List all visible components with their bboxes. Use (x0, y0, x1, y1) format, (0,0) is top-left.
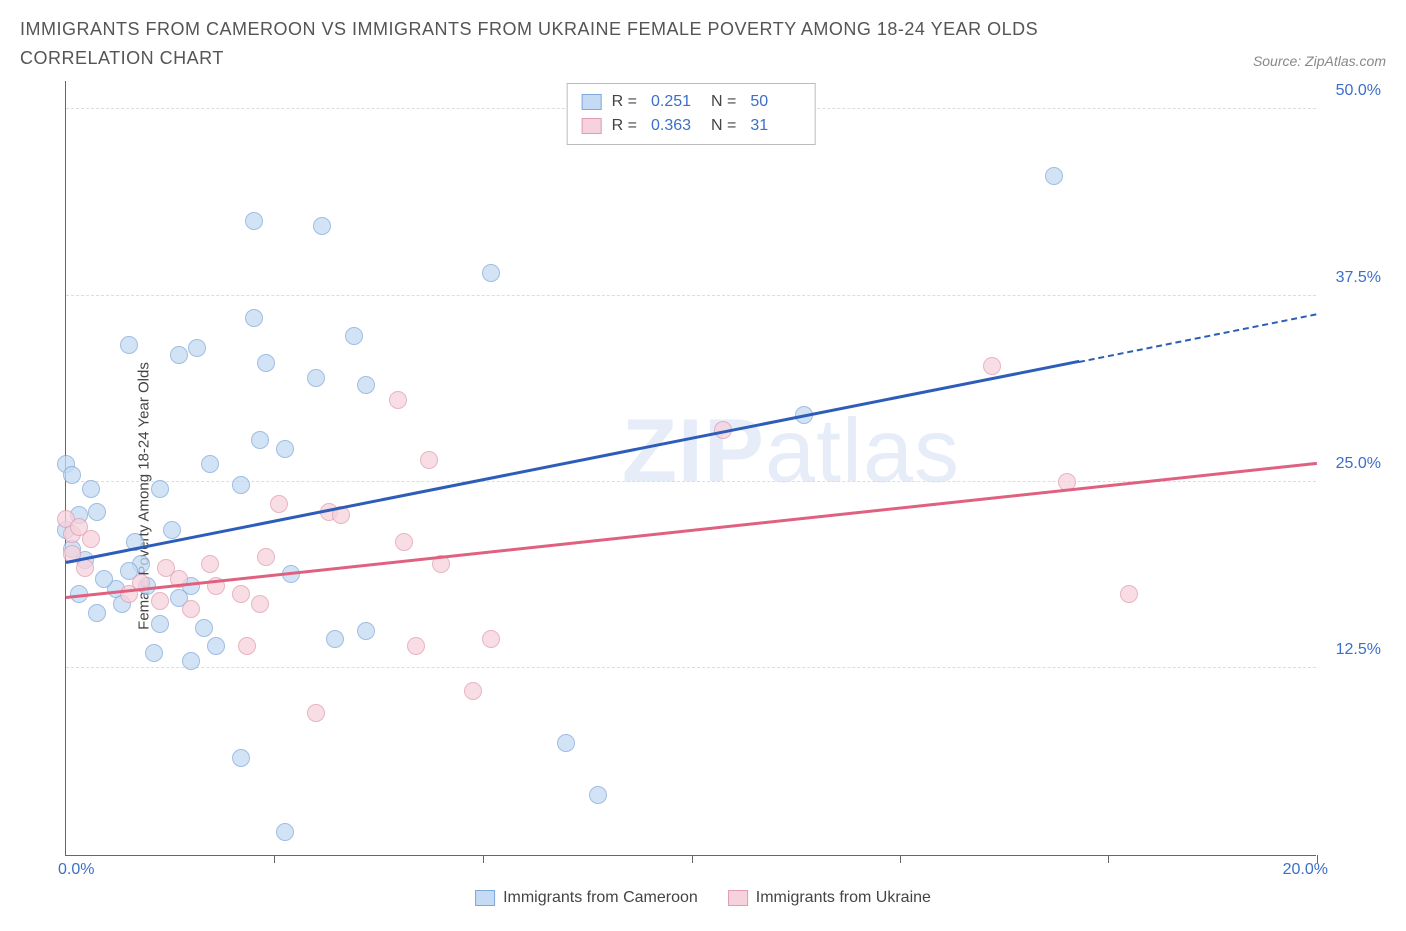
x-max-label: 20.0% (1283, 861, 1328, 879)
data-point-cameroon (88, 604, 106, 622)
data-point-cameroon (232, 476, 250, 494)
legend-item: Immigrants from Ukraine (728, 889, 931, 907)
data-point-ukraine (232, 585, 250, 603)
data-point-cameroon (257, 354, 275, 372)
data-point-ukraine (307, 704, 325, 722)
data-point-cameroon (82, 480, 100, 498)
stat-r-value: 0.251 (651, 90, 701, 114)
data-point-cameroon (151, 615, 169, 633)
data-point-cameroon (245, 212, 263, 230)
stat-r-label: R = (612, 90, 637, 114)
legend-stat-row: R = 0.251 N = 50 (582, 90, 801, 114)
data-point-cameroon (195, 619, 213, 637)
legend-swatch (728, 890, 748, 906)
y-tick-label: 25.0% (1336, 455, 1381, 473)
stat-n-value: 50 (750, 90, 800, 114)
y-tick-label: 50.0% (1336, 82, 1381, 100)
data-point-cameroon (170, 346, 188, 364)
y-tick-label: 12.5% (1336, 641, 1381, 659)
data-point-cameroon (482, 264, 500, 282)
data-point-ukraine (270, 495, 288, 513)
x-min-label: 0.0% (58, 861, 94, 879)
stat-n-label: N = (711, 90, 736, 114)
data-point-cameroon (357, 622, 375, 640)
data-point-ukraine (257, 548, 275, 566)
legend-stats: R = 0.251 N = 50 R = 0.363 N = 31 (567, 83, 816, 145)
data-point-cameroon (345, 327, 363, 345)
data-point-ukraine (389, 391, 407, 409)
data-point-cameroon (182, 652, 200, 670)
data-point-ukraine (407, 637, 425, 655)
data-point-cameroon (245, 309, 263, 327)
data-point-cameroon (251, 431, 269, 449)
legend-swatch (582, 94, 602, 110)
stat-r-value: 0.363 (651, 114, 701, 138)
data-point-cameroon (232, 749, 250, 767)
data-point-ukraine (482, 630, 500, 648)
gridline (66, 295, 1316, 296)
data-point-ukraine (1120, 585, 1138, 603)
data-point-cameroon (1045, 167, 1063, 185)
chart-title: IMMIGRANTS FROM CAMEROON VS IMMIGRANTS F… (20, 15, 1120, 73)
legend-label: Immigrants from Ukraine (756, 889, 931, 907)
chart-container: Female Poverty Among 18-24 Year Olds ZIP… (20, 81, 1386, 911)
chart-source: Source: ZipAtlas.com (1253, 53, 1386, 69)
legend-swatch (475, 890, 495, 906)
data-point-cameroon (95, 570, 113, 588)
data-point-cameroon (163, 521, 181, 539)
legend-item: Immigrants from Cameroon (475, 889, 698, 907)
legend-label: Immigrants from Cameroon (503, 889, 698, 907)
plot-area: ZIPatlas R =0.251N =50R =0.363N =31 12.5… (65, 81, 1316, 856)
gridline (66, 667, 1316, 668)
data-point-cameroon (276, 440, 294, 458)
stat-r-label: R = (612, 114, 637, 138)
x-tick (692, 855, 693, 863)
data-point-cameroon (313, 217, 331, 235)
data-point-ukraine (151, 592, 169, 610)
data-point-cameroon (589, 786, 607, 804)
x-tick (900, 855, 901, 863)
y-tick-label: 37.5% (1336, 269, 1381, 287)
data-point-cameroon (276, 823, 294, 841)
data-point-ukraine (395, 533, 413, 551)
data-point-ukraine (464, 682, 482, 700)
chart-header: IMMIGRANTS FROM CAMEROON VS IMMIGRANTS F… (20, 15, 1386, 73)
data-point-cameroon (145, 644, 163, 662)
data-point-ukraine (201, 555, 219, 573)
data-point-cameroon (63, 466, 81, 484)
trend-line-dashed (1079, 313, 1317, 363)
data-point-cameroon (307, 369, 325, 387)
legend-swatch (582, 118, 602, 134)
legend-stat-row: R = 0.363 N = 31 (582, 114, 801, 138)
data-point-ukraine (251, 595, 269, 613)
data-point-cameroon (151, 480, 169, 498)
stat-n-label: N = (711, 114, 736, 138)
data-point-cameroon (326, 630, 344, 648)
stat-n-value: 31 (750, 114, 800, 138)
data-point-ukraine (182, 600, 200, 618)
data-point-ukraine (983, 357, 1001, 375)
data-point-cameroon (207, 637, 225, 655)
data-point-cameroon (188, 339, 206, 357)
data-point-ukraine (238, 637, 256, 655)
legend-bottom: Immigrants from Cameroon Immigrants from … (475, 889, 931, 907)
data-point-cameroon (557, 734, 575, 752)
data-point-ukraine (82, 530, 100, 548)
data-point-ukraine (420, 451, 438, 469)
data-point-ukraine (120, 585, 138, 603)
data-point-cameroon (120, 336, 138, 354)
data-point-cameroon (357, 376, 375, 394)
x-tick (1108, 855, 1109, 863)
x-tick (483, 855, 484, 863)
trend-line (66, 462, 1317, 599)
data-point-ukraine (76, 559, 94, 577)
data-point-cameroon (88, 503, 106, 521)
data-point-cameroon (201, 455, 219, 473)
x-tick (274, 855, 275, 863)
